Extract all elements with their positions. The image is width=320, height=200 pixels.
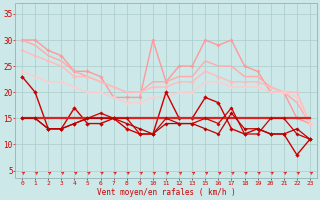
X-axis label: Vent moyen/en rafales ( km/h ): Vent moyen/en rafales ( km/h ) bbox=[97, 188, 236, 197]
